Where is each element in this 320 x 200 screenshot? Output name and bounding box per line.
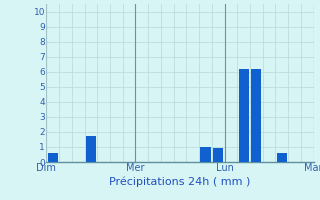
Bar [48,153,58,162]
X-axis label: Précipitations 24h ( mm ): Précipitations 24h ( mm ) [109,176,251,187]
Bar [251,69,261,162]
Bar [238,69,249,162]
Bar [277,153,287,162]
Bar [86,136,96,162]
Bar [213,148,223,162]
Bar [200,147,211,162]
